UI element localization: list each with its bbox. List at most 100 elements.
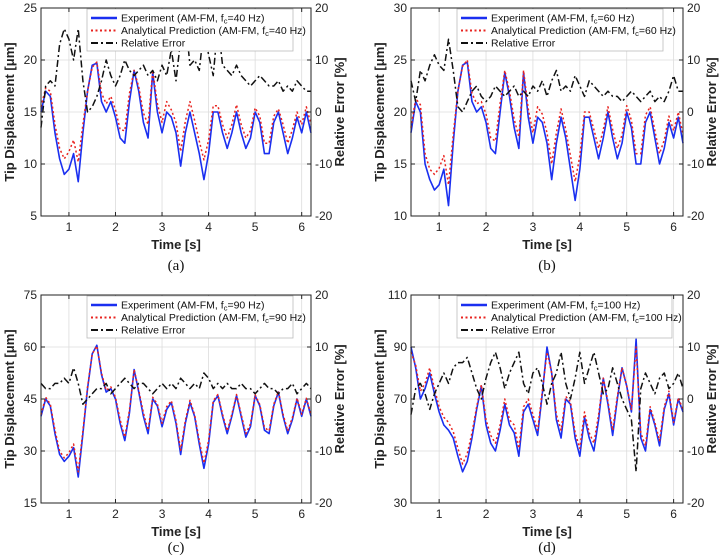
x-axis-label: Time [s] [522, 524, 572, 539]
y2-tick-label: 20 [687, 288, 701, 302]
legend-box [456, 295, 673, 339]
series-line-experiment [40, 344, 312, 478]
series-line-relative-error [40, 17, 311, 128]
series-line-relative-error [410, 351, 684, 473]
x-tick-label: 1 [66, 220, 73, 234]
series-group [40, 17, 312, 183]
y-tick-label: 25 [24, 1, 38, 15]
y2-tick-label: 0 [687, 392, 694, 406]
legend-subscript: c [224, 304, 228, 313]
legend: Experiment (AM-FM, fc=40 Hz)Analytical P… [86, 8, 306, 52]
y2-tick-label: 0 [315, 392, 322, 406]
y2-tick-label: -20 [315, 209, 333, 223]
y-tick-label: 30 [394, 1, 408, 15]
x-tick-label: 2 [483, 507, 490, 521]
legend-subscript: c [635, 29, 639, 38]
legend-entry: Relative Error [121, 38, 186, 50]
legend-entry: Analytical Prediction (AM-FM, fc=100 Hz) [491, 312, 682, 325]
y-axis-label: Tip Displacement [μm] [2, 42, 17, 181]
x-tick-label: 1 [436, 220, 443, 234]
legend-subscript: c [265, 316, 269, 325]
legend-box [456, 8, 664, 52]
y2-tick-label: -20 [687, 209, 705, 223]
x-tick-label: 4 [576, 220, 583, 234]
legend-label: Analytical Prediction (AM-FM, f [121, 312, 265, 324]
series-line-analytical-prediction [40, 61, 312, 163]
y-tick-label: 15 [24, 105, 38, 119]
chart-panel-d: 1 2 3 4 5 6 30 50 70 90 110 -20 -10 0 10 20 Time [s] Tip … [372, 288, 719, 556]
y-axis-label: Tip Displacement [μm] [372, 42, 387, 181]
legend-box [86, 295, 294, 339]
x-axis-label: Time [s] [151, 237, 201, 252]
panel-caption: (a) [168, 258, 185, 274]
y-axis-label: Tip Displacement [μm] [372, 329, 387, 468]
x-tick-label: 5 [623, 220, 630, 234]
y2-tick-label: 0 [315, 105, 322, 119]
legend-label: Experiment (AM-FM, f [491, 300, 594, 312]
y-tick-label: 90 [394, 340, 408, 354]
legend-label: Relative Error [491, 325, 556, 337]
legend-subscript: c [265, 29, 269, 38]
legend-label: Relative Error [121, 38, 186, 50]
x-tick-label: 6 [670, 220, 677, 234]
legend-tail: =60 Hz) [639, 25, 676, 37]
y2-tick-label: 10 [315, 53, 329, 67]
y-tick-label: 10 [24, 157, 38, 171]
y-tick-label: 10 [394, 209, 408, 223]
y2-tick-label: -10 [687, 444, 705, 458]
x-tick-label: 3 [159, 220, 166, 234]
legend-entry: Experiment (AM-FM, fc=40 Hz) [121, 13, 265, 26]
y2-tick-label: 20 [315, 288, 329, 302]
chart-panel-b: 1 2 3 4 5 6 10 15 20 25 30 -20 -10 0 10 20 Time [s] Tip D… [372, 1, 719, 274]
y-tick-label: 75 [24, 288, 38, 302]
y-tick-label: 25 [394, 53, 408, 67]
gridlines [41, 294, 311, 504]
panel-caption: (c) [168, 540, 185, 556]
y-tick-label: 15 [24, 496, 38, 510]
legend-label: Experiment (AM-FM, f [491, 13, 594, 25]
x-tick-label: 6 [298, 220, 305, 234]
series-group [410, 338, 684, 473]
series-line-analytical-prediction [410, 59, 684, 186]
legend-label: Experiment (AM-FM, f [121, 300, 224, 312]
x-tick-label: 1 [66, 507, 73, 521]
legend-tail: =40 Hz) [269, 25, 306, 37]
y2-tick-label: -20 [687, 496, 705, 510]
y-tick-label: 20 [24, 53, 38, 67]
x-axis-label: Time [s] [522, 237, 572, 252]
legend-label: Experiment (AM-FM, f [121, 13, 224, 25]
y-axis-label: Tip Displacement [μm] [2, 329, 17, 468]
legend-entry: Relative Error [491, 325, 556, 337]
y2-tick-label: -20 [315, 496, 333, 510]
x-tick-label: 6 [670, 507, 677, 521]
legend-entry: Relative Error [491, 38, 556, 50]
y-tick-label: 110 [388, 288, 407, 302]
x-tick-label: 5 [623, 507, 630, 521]
legend-entry: Analytical Prediction (AM-FM, fc=40 Hz) [121, 25, 306, 38]
legend-subscript: c [594, 17, 598, 26]
y-tick-label: 15 [394, 157, 408, 171]
legend-entry: Analytical Prediction (AM-FM, fc=90 Hz) [121, 312, 306, 325]
y2-axis-label: Relative Error [%] [332, 57, 347, 166]
series-line-experiment [410, 338, 684, 473]
y2-tick-label: -10 [315, 444, 333, 458]
y2-axis-label: Relative Error [%] [332, 344, 347, 453]
legend-tail: =90 Hz) [269, 312, 306, 324]
panel-caption: (d) [538, 540, 556, 556]
y-tick-label: 70 [394, 392, 408, 406]
series-group [40, 344, 312, 478]
y2-tick-label: 10 [687, 340, 701, 354]
x-tick-label: 4 [205, 507, 212, 521]
legend-label: Analytical Prediction (AM-FM, f [121, 25, 265, 37]
x-tick-label: 5 [252, 507, 259, 521]
y-tick-label: 30 [394, 496, 408, 510]
legend-entry: Relative Error [121, 325, 186, 337]
panel-caption: (b) [538, 258, 556, 274]
y2-tick-label: 0 [687, 105, 694, 119]
legend-tail: =90 Hz) [227, 300, 264, 312]
legend: Experiment (AM-FM, fc=90 Hz)Analytical P… [86, 295, 306, 339]
legend: Experiment (AM-FM, fc=60 Hz)Analytical P… [456, 8, 676, 52]
y2-tick-label: 10 [687, 53, 701, 67]
y2-tick-label: 10 [315, 340, 329, 354]
legend-entry: Experiment (AM-FM, fc=90 Hz) [121, 300, 265, 313]
